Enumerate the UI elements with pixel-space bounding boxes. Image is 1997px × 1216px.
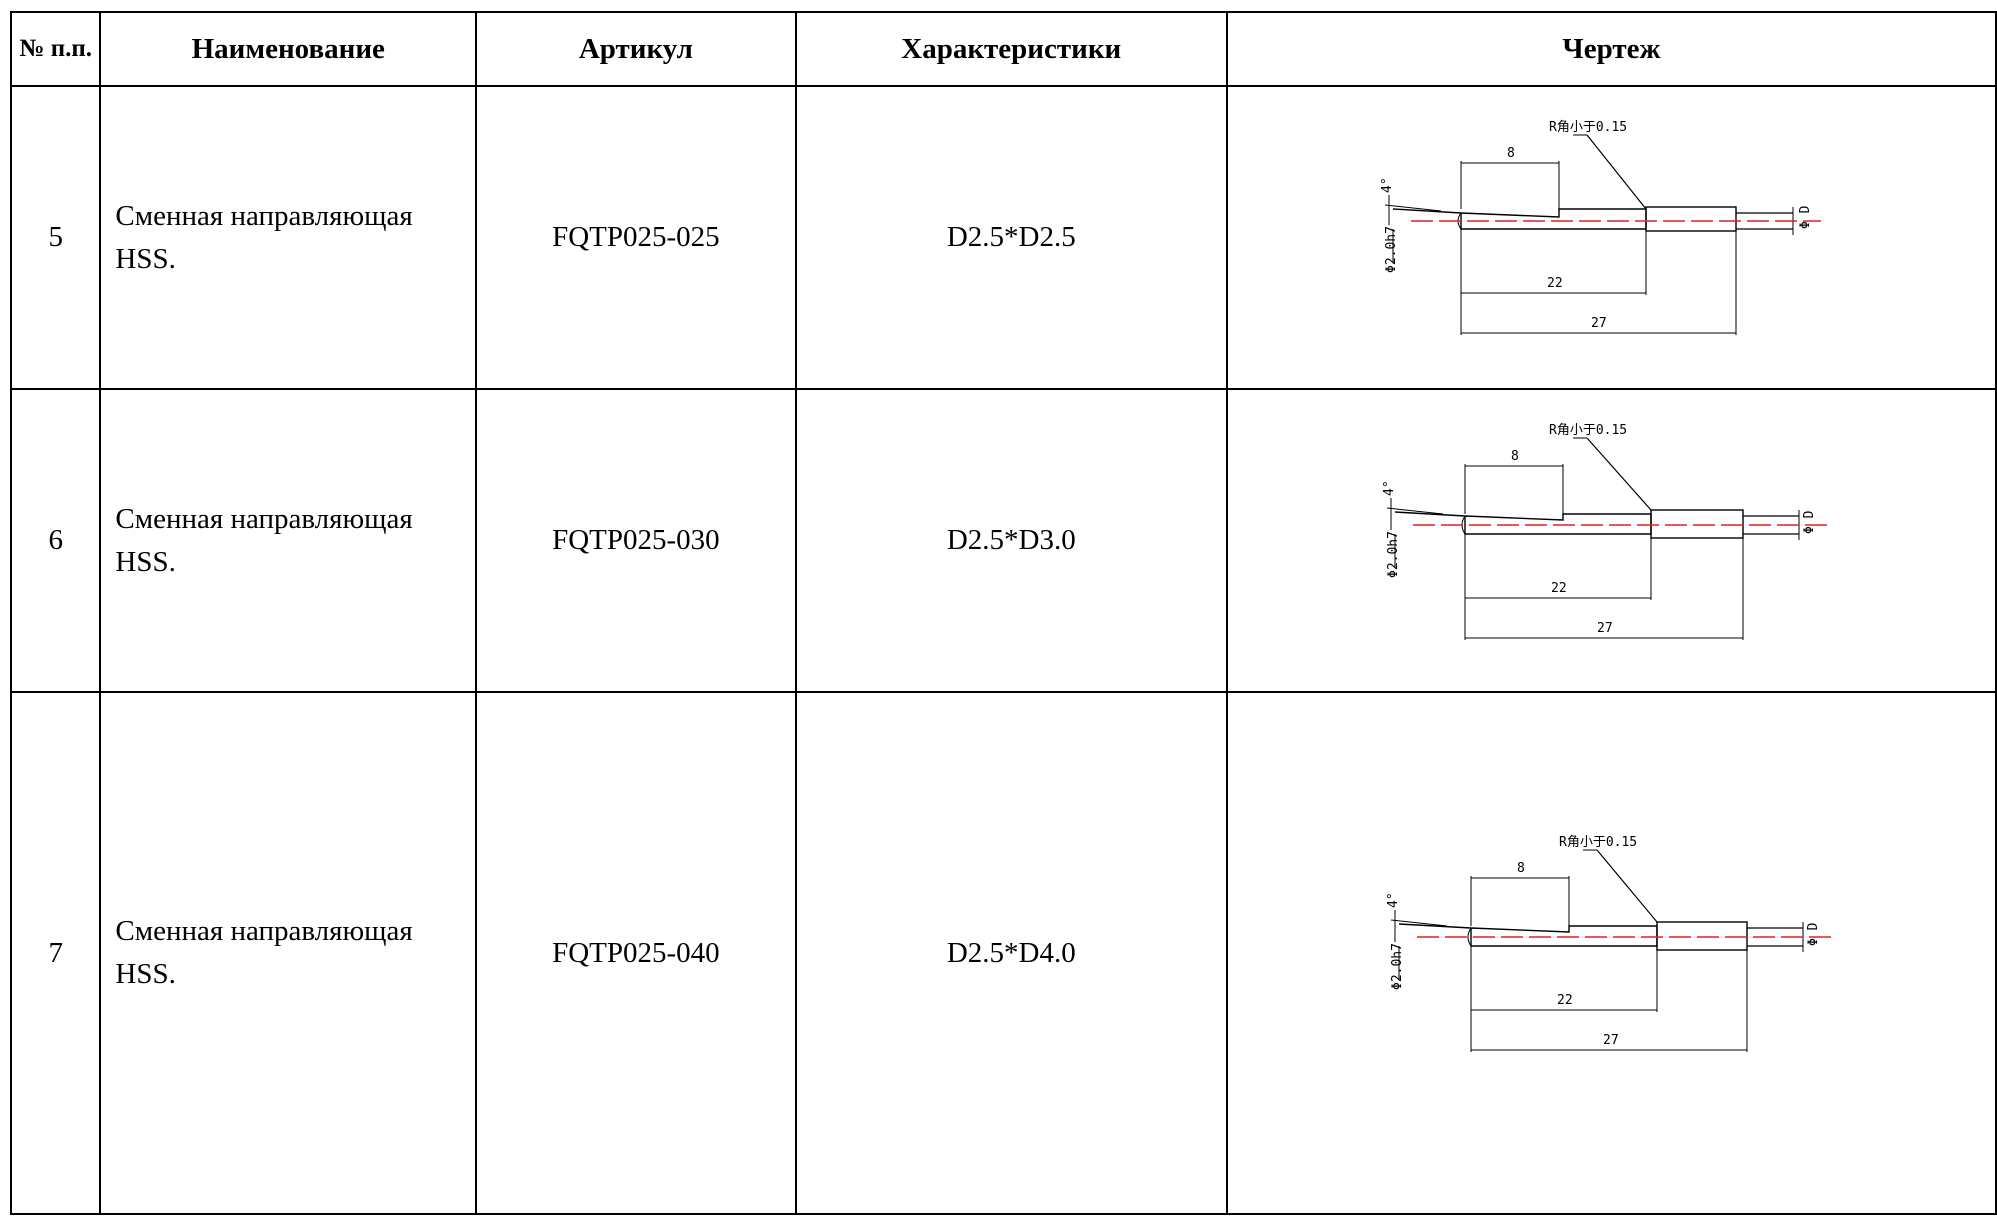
cell-name: Сменная направляющая HSS. [99, 388, 478, 693]
part-drawing: R角小于0.15 8 Φ D 4 [1382, 423, 1828, 640]
drawing-dim-27: 27 [1597, 621, 1613, 636]
drawing-dim-22: 22 [1551, 581, 1567, 596]
cell-num: 7 [9, 691, 102, 1215]
drawing-r-label: R角小于0.15 [1559, 835, 1637, 850]
drawing-angle: 4° [1386, 892, 1401, 908]
header-drawing: Чертеж [1225, 11, 1997, 87]
header-num-label: № п.п. [19, 35, 93, 62]
drawing-dim-8: 8 [1511, 449, 1519, 464]
cell-characteristics: D2.5*D2.5 [794, 85, 1228, 390]
drawing-dim-8: 8 [1507, 146, 1515, 161]
drawing-dim-shank: Φ2.0h7 [1390, 943, 1405, 990]
drawing-dim-8: 8 [1517, 861, 1525, 876]
drawing-dim-d: Φ D [1806, 922, 1821, 946]
table-row: 6 Сменная направляющая HSS. FQTP025-030 … [9, 388, 1997, 693]
cell-article: FQTP025-025 [475, 85, 797, 390]
drawing-dim-d: Φ D [1802, 510, 1817, 534]
drawing-dim-27: 27 [1591, 316, 1607, 331]
drawing-dim-shank: Φ2.0h7 [1386, 531, 1401, 578]
cell-article: FQTP025-030 [475, 388, 797, 693]
part-drawing: R角小于0.15 8 Φ D 4 [1386, 835, 1832, 1052]
drawing-dim-d: Φ D [1798, 205, 1813, 229]
cell-num: 5 [9, 85, 102, 390]
header-characteristics: Характеристики [794, 11, 1228, 87]
cell-article: FQTP025-040 [475, 691, 797, 1215]
drawing-dim-27: 27 [1603, 1033, 1619, 1048]
drawing-angle: 4° [1382, 480, 1397, 496]
cell-num: 6 [9, 388, 102, 693]
drawing-angle: 4° [1381, 177, 1395, 193]
table-header-row: № п.п. Наименование Артикул Характеристи… [9, 11, 1997, 87]
drawing-dim-shank: Φ2.0h7 [1384, 226, 1399, 273]
drawing-r-label: R角小于0.15 [1549, 120, 1627, 135]
cell-drawing: R角小于0.15 8 Φ D [1225, 85, 1997, 390]
header-name: Наименование [99, 11, 478, 87]
cell-drawing: R角小于0.15 8 Φ D 4 [1225, 691, 1997, 1215]
table-row: 5 Сменная направляющая HSS. FQTP025-025 … [9, 85, 1997, 390]
table-row: 7 Сменная направляющая HSS. FQTP025-040 … [9, 691, 1997, 1215]
cell-characteristics: D2.5*D4.0 [794, 691, 1228, 1215]
product-table: № п.п. Наименование Артикул Характеристи… [9, 11, 1997, 1215]
drawing-dim-22: 22 [1557, 993, 1573, 1008]
cell-drawing: R角小于0.15 8 Φ D 4 [1225, 388, 1997, 693]
header-article: Артикул [475, 11, 797, 87]
cell-characteristics: D2.5*D3.0 [794, 388, 1228, 693]
drawing-r-label: R角小于0.15 [1549, 423, 1627, 438]
part-drawing: R角小于0.15 8 Φ D [1381, 120, 1822, 335]
header-num: № п.п. [9, 11, 102, 87]
drawing-dim-22: 22 [1547, 276, 1563, 291]
cell-name: Сменная направляющая HSS. [99, 85, 478, 390]
cell-name: Сменная направляющая HSS. [99, 691, 478, 1215]
